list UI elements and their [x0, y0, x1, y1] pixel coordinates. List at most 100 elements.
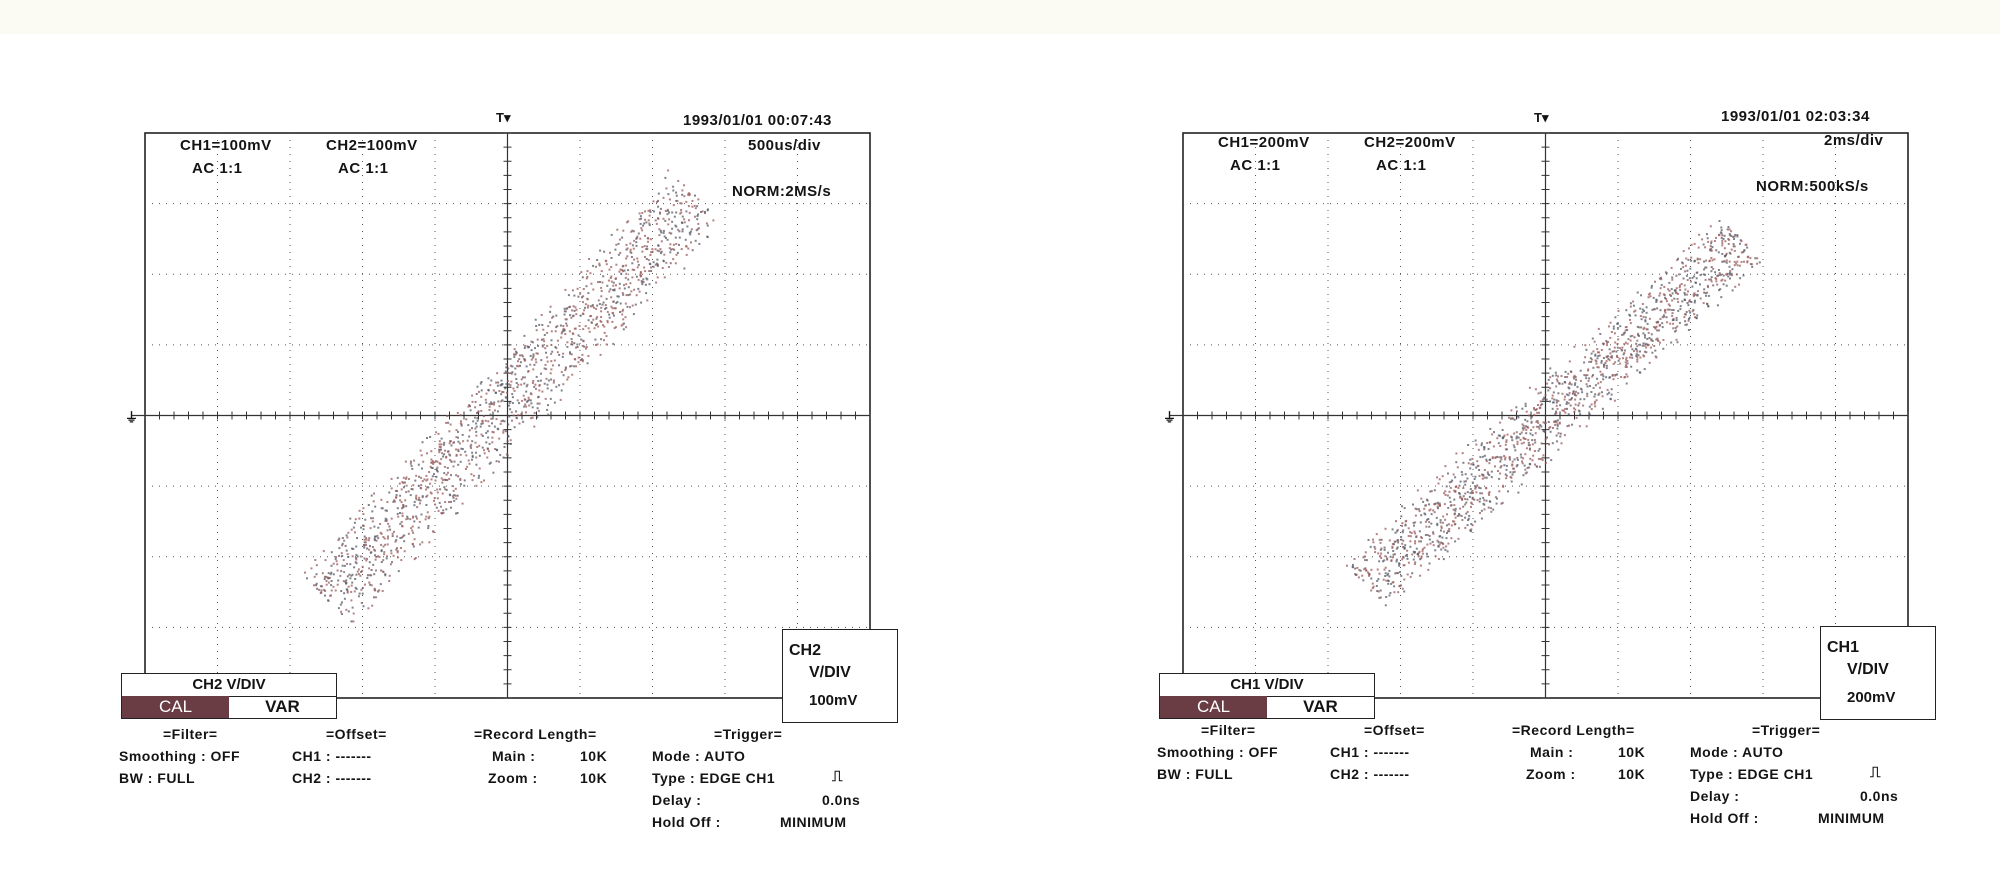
trace-point [605, 335, 608, 338]
trace-point [1573, 392, 1576, 395]
trace-point [377, 526, 380, 529]
trace-point [391, 561, 393, 564]
trace-point [674, 262, 677, 265]
trace-point [334, 558, 337, 560]
trace-point [546, 356, 549, 359]
trace-point [1668, 304, 1671, 307]
trace-point [1438, 543, 1441, 546]
trace-point [1724, 240, 1727, 243]
trace-point [594, 338, 597, 341]
trace-point [362, 513, 365, 515]
trace-point [697, 227, 700, 230]
trace-point [1436, 539, 1439, 542]
trace-point [1426, 555, 1429, 558]
trace-point [457, 450, 460, 453]
trace-point [1524, 402, 1527, 405]
trace-point [1403, 546, 1406, 549]
trace-point [543, 382, 546, 385]
trace-point [461, 448, 464, 450]
trace-point [1670, 309, 1673, 311]
trace-point [418, 496, 421, 499]
trace-point [1543, 396, 1546, 399]
trace-point [1433, 511, 1436, 514]
trace-point [477, 476, 480, 479]
trace-point [401, 536, 403, 539]
trace-point [1728, 228, 1731, 231]
trace-point [392, 500, 395, 503]
cal-button[interactable]: CAL [1160, 696, 1267, 718]
trace-point [581, 359, 584, 362]
trace-point [1613, 350, 1616, 353]
trace-point [618, 287, 621, 290]
trace-point [535, 387, 537, 390]
trace-point [595, 344, 597, 346]
trace-point [1505, 468, 1508, 471]
var-button[interactable]: VAR [265, 697, 300, 716]
cal-button[interactable]: CAL [122, 696, 229, 718]
trace-point [467, 424, 470, 427]
trace-point [1573, 407, 1575, 410]
trace-point [620, 272, 623, 275]
trace-point [674, 236, 677, 239]
trace-point [515, 416, 518, 419]
trace-point [425, 488, 428, 491]
trace-point [481, 435, 484, 437]
channel-vdiv-box[interactable]: CH1 V/DIV 200mV [1820, 626, 1936, 720]
trace-point [500, 420, 503, 423]
trace-point [1576, 385, 1579, 388]
trace-point [1688, 309, 1691, 312]
trace-point [448, 430, 451, 433]
trace-point [337, 539, 340, 542]
trace-point [560, 336, 563, 339]
trace-point [1670, 294, 1672, 297]
trace-point [630, 256, 633, 258]
trace-point [647, 240, 649, 243]
trace-point [525, 411, 527, 414]
trace-point [1685, 257, 1688, 260]
trace-point [1570, 398, 1573, 401]
trace-point [1444, 465, 1447, 468]
trace-point [1661, 316, 1664, 319]
trace-point [1642, 315, 1645, 318]
trace-point [442, 455, 444, 458]
trace-point [450, 506, 452, 509]
trace-point [1711, 246, 1714, 249]
trace-point [1626, 329, 1629, 331]
trace-point [560, 371, 563, 374]
trace-point [1502, 485, 1505, 488]
trace-point [562, 325, 565, 327]
trace-point [662, 260, 665, 263]
trace-point [458, 442, 461, 445]
vdiv-selector[interactable]: CH2 V/DIV CAL VAR [121, 673, 337, 719]
trace-point [1505, 448, 1508, 451]
trace-point [1663, 286, 1666, 288]
vdiv-selector[interactable]: CH1 V/DIV CAL VAR [1159, 673, 1375, 719]
trace-point [1568, 398, 1571, 401]
trace-point [1710, 247, 1713, 250]
trace-point [1438, 502, 1441, 505]
trace-point [1497, 470, 1499, 472]
trace-point [369, 574, 371, 577]
trace-point [1567, 394, 1570, 397]
trace-point [623, 287, 626, 290]
trace-point [373, 587, 376, 590]
trace-point [627, 278, 630, 281]
trace-point [1453, 489, 1456, 492]
trace-point [1602, 378, 1605, 381]
trace-point [1624, 365, 1627, 368]
trace-point [360, 571, 363, 573]
trace-point [536, 338, 539, 341]
trace-point [396, 507, 399, 510]
channel-vdiv-box[interactable]: CH2 V/DIV 100mV [782, 629, 898, 723]
trace-point [1412, 503, 1414, 506]
trace-point [664, 210, 667, 212]
trace-point [323, 578, 326, 580]
trace-point [540, 359, 543, 362]
var-button[interactable]: VAR [1303, 697, 1338, 716]
trace-point [639, 222, 642, 225]
trace-point [1583, 398, 1586, 401]
trace-point [1608, 325, 1610, 328]
trace-point [644, 256, 646, 258]
trace-point [589, 305, 592, 308]
trace-point [614, 326, 617, 329]
